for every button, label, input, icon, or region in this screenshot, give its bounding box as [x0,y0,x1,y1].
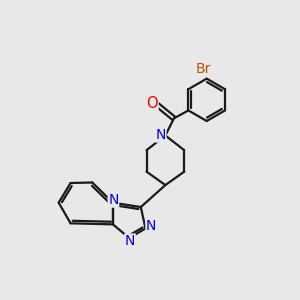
Text: N: N [146,219,156,233]
Text: Br: Br [195,62,211,76]
Text: O: O [146,96,158,111]
Text: N: N [125,234,135,248]
Text: N: N [155,128,166,142]
Text: N: N [108,193,118,207]
